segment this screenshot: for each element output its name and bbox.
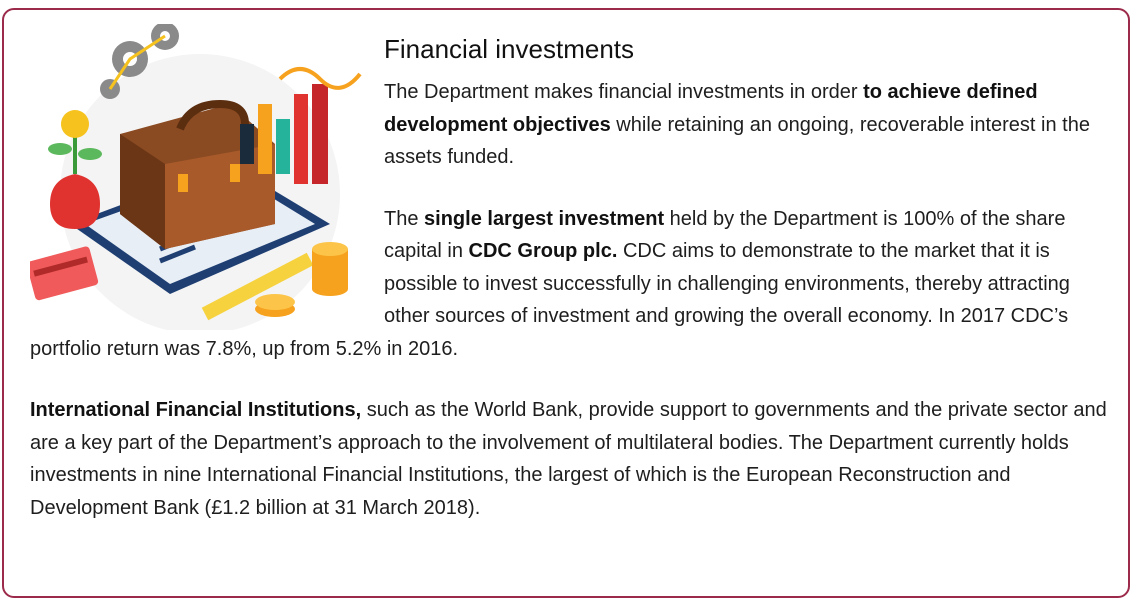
bold-text: to achieve defined development objective… (384, 81, 1038, 136)
bold-text: International Financial Institutions, (30, 399, 362, 421)
illustration (30, 24, 362, 330)
body: The Department makes financial investmen… (30, 76, 1110, 524)
paragraph: The single largest investment held by th… (30, 203, 1110, 366)
paragraph: International Financial Institutions, su… (30, 394, 1110, 524)
bold-text: CDC Group plc. (468, 240, 618, 262)
paragraph: The Department makes financial investmen… (30, 76, 1110, 174)
text: held by the Department is 100% of the sh… (384, 207, 1066, 263)
text: while retaining an ongoing, recoverable … (384, 113, 1090, 169)
text: The Department makes financial investmen… (384, 81, 864, 103)
panel: Financial investments The Department mak… (2, 8, 1130, 598)
text: The (384, 207, 425, 230)
text: CDC aims to demonstrate to the market th… (30, 240, 1070, 360)
title: Financial investments (384, 34, 634, 64)
text: such as the World Bank, provide support … (30, 399, 1107, 519)
bold-text: single largest investment (424, 207, 665, 230)
